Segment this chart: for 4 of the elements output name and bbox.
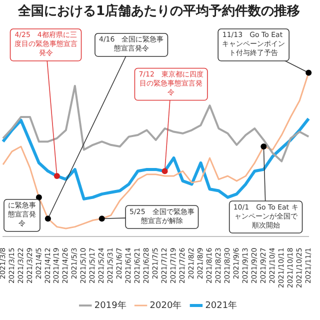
legend-label: 2019年 (94, 300, 126, 311)
legend-label: 2021年 (205, 300, 238, 311)
legend-label: 2020年 (150, 300, 182, 311)
chart-title: 全国における1店舗あたりの平均予約件数の推移 (16, 3, 300, 20)
